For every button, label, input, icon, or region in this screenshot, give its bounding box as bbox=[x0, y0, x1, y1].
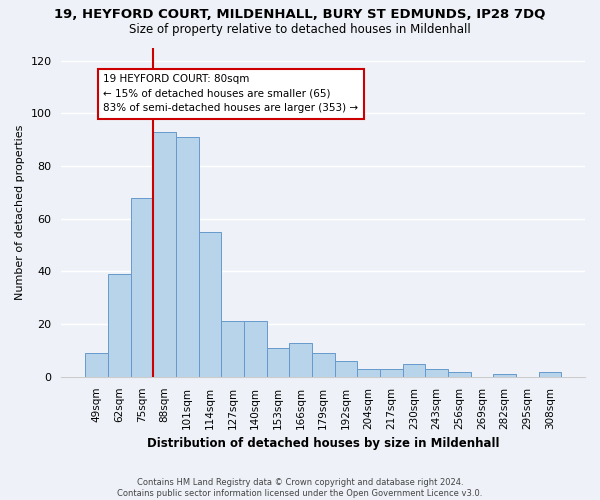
Bar bbox=[85, 353, 108, 377]
Bar bbox=[539, 372, 561, 377]
Bar bbox=[153, 132, 176, 377]
Text: Contains HM Land Registry data © Crown copyright and database right 2024.
Contai: Contains HM Land Registry data © Crown c… bbox=[118, 478, 482, 498]
Bar bbox=[335, 361, 357, 377]
Text: 19, HEYFORD COURT, MILDENHALL, BURY ST EDMUNDS, IP28 7DQ: 19, HEYFORD COURT, MILDENHALL, BURY ST E… bbox=[55, 8, 545, 20]
Bar bbox=[176, 137, 199, 377]
Bar bbox=[108, 274, 131, 377]
Bar bbox=[312, 353, 335, 377]
Bar bbox=[380, 369, 403, 377]
Bar bbox=[403, 364, 425, 377]
Text: 19 HEYFORD COURT: 80sqm
← 15% of detached houses are smaller (65)
83% of semi-de: 19 HEYFORD COURT: 80sqm ← 15% of detache… bbox=[103, 74, 358, 114]
Text: Size of property relative to detached houses in Mildenhall: Size of property relative to detached ho… bbox=[129, 22, 471, 36]
Bar bbox=[448, 372, 470, 377]
Bar bbox=[244, 322, 266, 377]
Bar bbox=[221, 322, 244, 377]
Bar bbox=[493, 374, 516, 377]
Bar bbox=[131, 198, 153, 377]
X-axis label: Distribution of detached houses by size in Mildenhall: Distribution of detached houses by size … bbox=[147, 437, 499, 450]
Bar bbox=[289, 342, 312, 377]
Bar bbox=[199, 232, 221, 377]
Bar bbox=[357, 369, 380, 377]
Y-axis label: Number of detached properties: Number of detached properties bbox=[15, 124, 25, 300]
Bar bbox=[266, 348, 289, 377]
Bar bbox=[425, 369, 448, 377]
